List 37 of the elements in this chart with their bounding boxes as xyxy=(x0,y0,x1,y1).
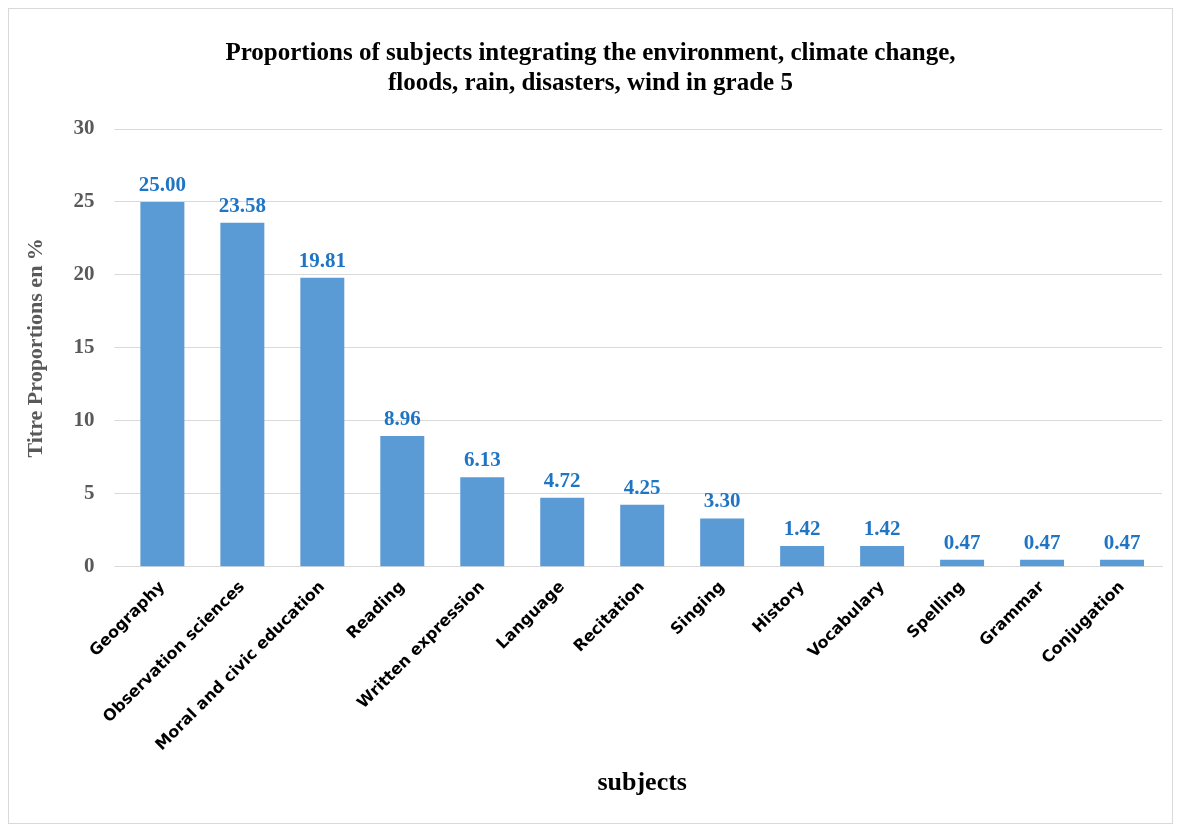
bar xyxy=(300,277,345,567)
bar xyxy=(780,545,825,567)
data-label: 1.42 xyxy=(863,515,901,540)
y-tick-label: 25 xyxy=(73,188,95,213)
data-label: 0.47 xyxy=(1023,529,1061,554)
y-tick-label: 15 xyxy=(73,334,95,359)
bar xyxy=(940,559,985,567)
y-tick-label: 5 xyxy=(83,480,95,505)
data-label: 19.81 xyxy=(298,247,346,272)
bar xyxy=(540,497,585,567)
data-label: 0.47 xyxy=(1103,529,1141,554)
bar xyxy=(1100,559,1145,567)
bar xyxy=(700,518,745,567)
y-tick-label: 0 xyxy=(83,553,95,578)
bar xyxy=(620,504,665,567)
data-label: 0.47 xyxy=(943,529,981,554)
data-label: 25.00 xyxy=(138,171,187,196)
y-tick-label: 10 xyxy=(73,407,95,432)
data-label: 1.42 xyxy=(783,515,821,540)
y-tick-label: 20 xyxy=(73,261,95,286)
data-label: 23.58 xyxy=(218,192,266,217)
bar xyxy=(380,435,425,567)
bar xyxy=(1020,559,1065,567)
text: floods, rain, disasters, wind in grade 5 xyxy=(388,68,793,96)
bar xyxy=(220,222,265,567)
bar xyxy=(140,201,185,567)
bar xyxy=(860,545,905,567)
data-label: 3.30 xyxy=(703,488,741,513)
bar xyxy=(460,477,505,567)
y-tick-label: 30 xyxy=(73,115,95,140)
data-label: 8.96 xyxy=(383,405,421,430)
text: Proportions of subjects integrating the environment, climate change, xyxy=(225,38,956,66)
data-label: 6.13 xyxy=(463,447,501,472)
data-label: 4.72 xyxy=(543,467,581,492)
x-axis-title: subjects xyxy=(597,767,687,797)
y-axis-title: Titre Proportions en % xyxy=(21,238,47,458)
data-label: 4.25 xyxy=(623,474,661,499)
